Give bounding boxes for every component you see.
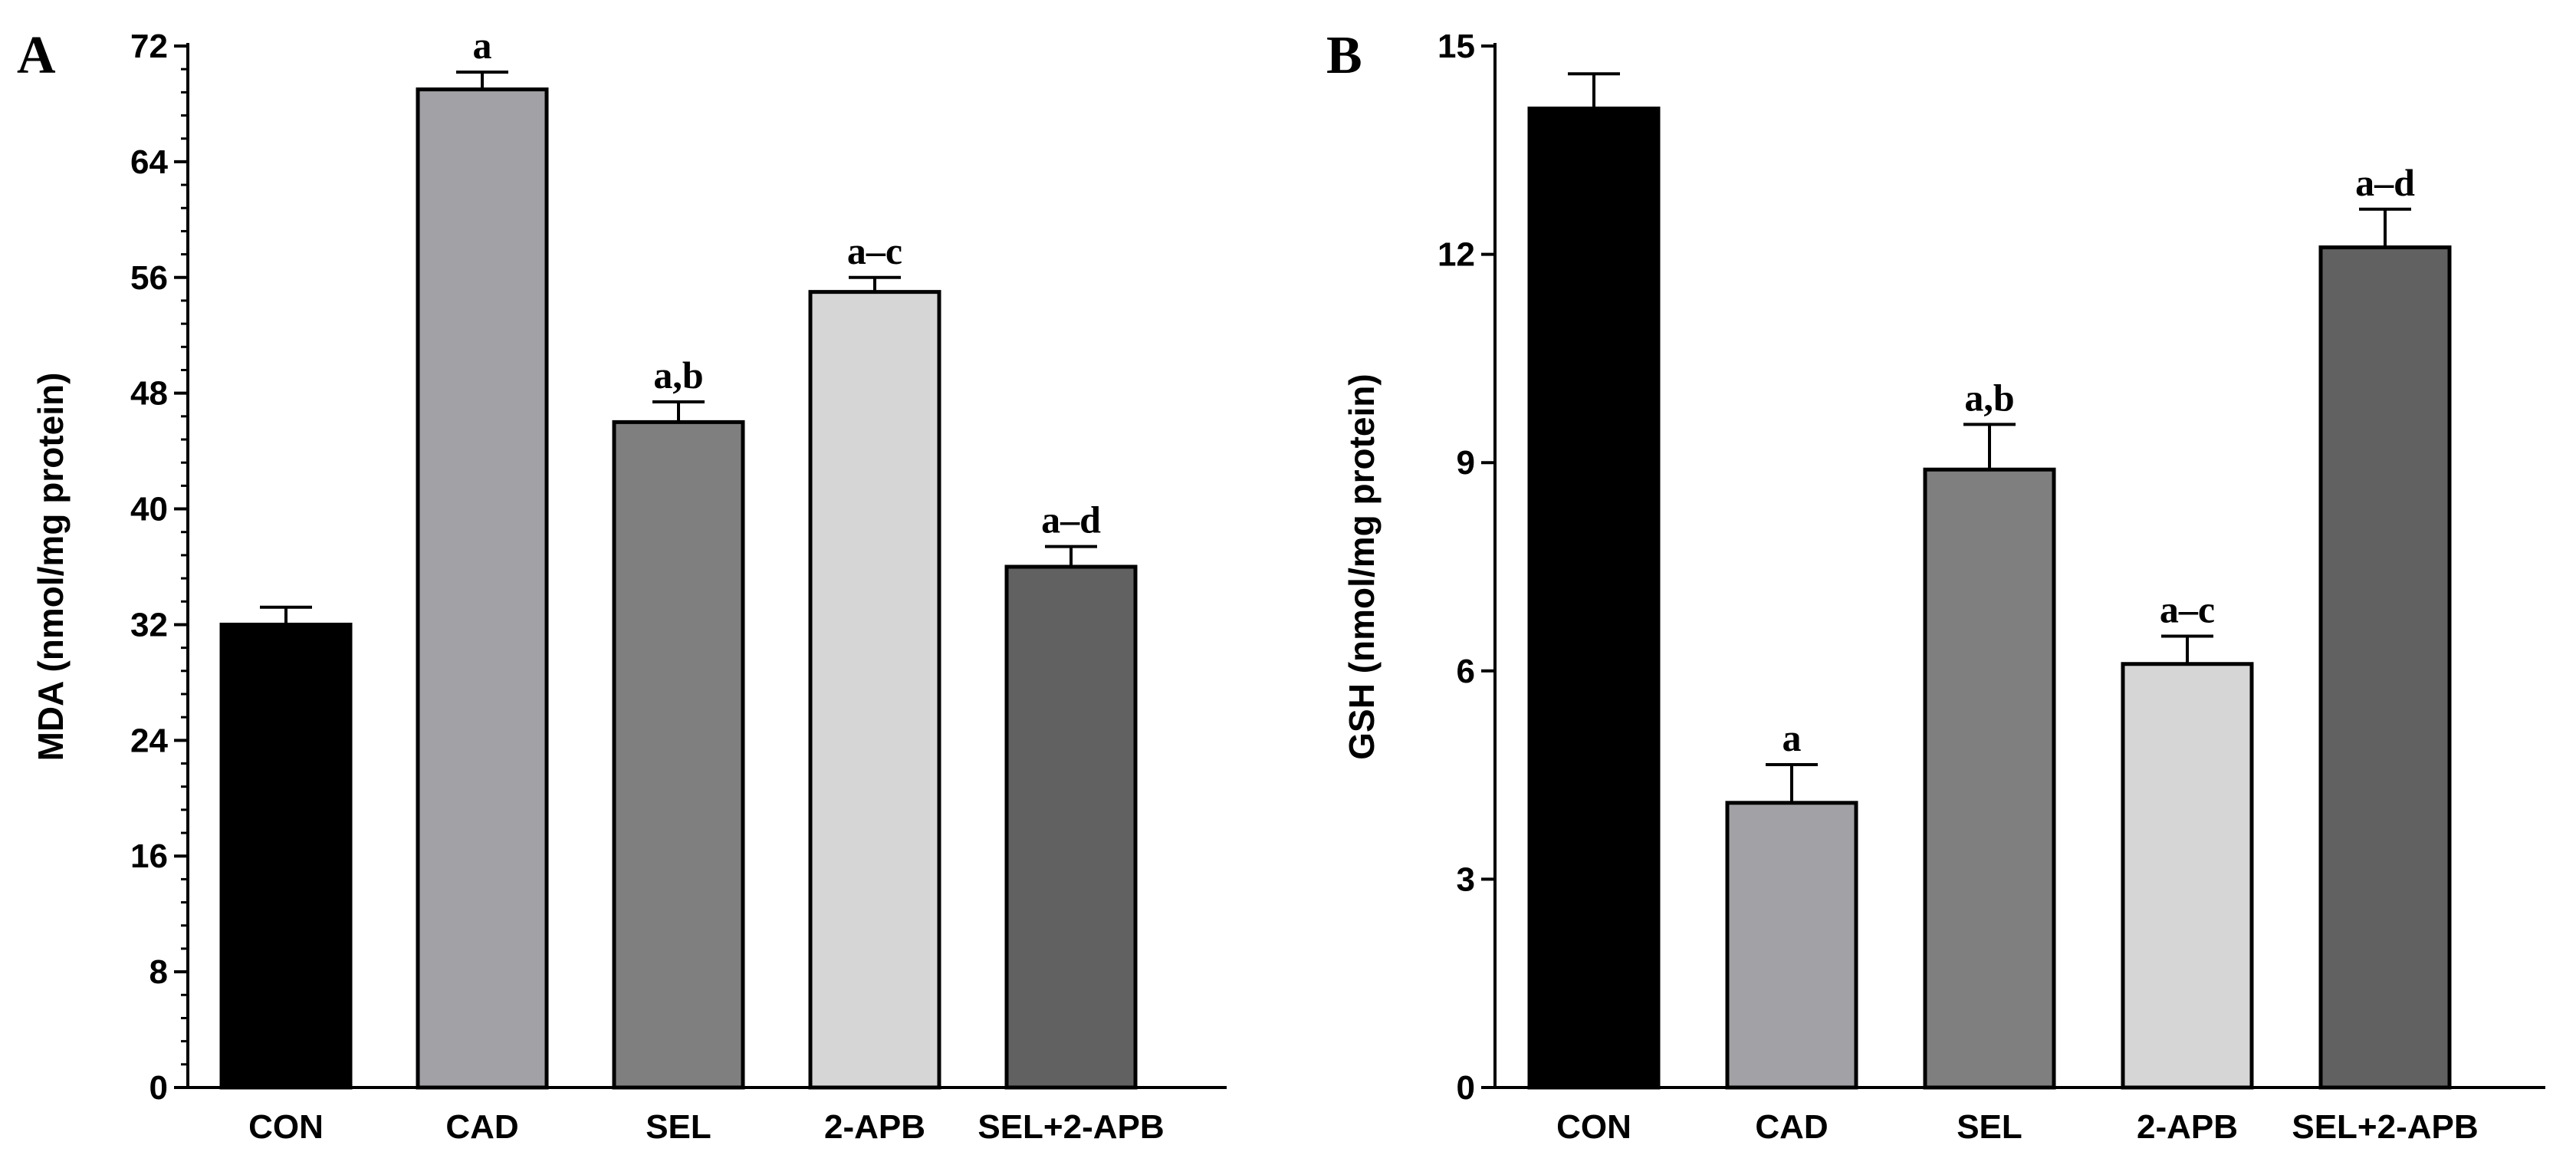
panel-label: A [17, 26, 56, 85]
y-tick-label: 0 [1457, 1069, 1475, 1107]
significance-label: a,b [1964, 376, 2014, 419]
y-axis-title: MDA (nmol/mg protein) [31, 373, 71, 762]
significance-label: a–c [847, 229, 902, 272]
bar-con [1527, 106, 1661, 1090]
significance-label: a,b [653, 354, 703, 397]
significance-label: a [473, 24, 492, 67]
bar-cad [1725, 801, 1858, 1090]
bar-cad [416, 87, 549, 1090]
x-category-label: SEL [646, 1108, 711, 1146]
x-category-label: 2-APB [824, 1108, 925, 1146]
panel-label: B [1326, 26, 1362, 85]
x-category-label: 2-APB [2137, 1108, 2238, 1146]
x-category-label: SEL [1957, 1108, 2022, 1146]
bar-sel [1923, 467, 2056, 1090]
y-tick-label: 32 [130, 606, 168, 643]
y-tick-label: 24 [130, 722, 168, 759]
x-category-label: SEL+2-APB [978, 1108, 1164, 1146]
significance-label: a–d [2355, 161, 2415, 204]
x-category-label: SEL+2-APB [2292, 1108, 2478, 1146]
y-tick-label: 16 [130, 837, 168, 875]
significance-label: a–c [2160, 588, 2215, 631]
y-tick-label: 72 [130, 28, 168, 65]
bar-sel-2-apb [2318, 245, 2452, 1090]
significance-label: a–d [1041, 499, 1101, 541]
x-category-label: CON [1556, 1108, 1631, 1146]
y-tick-label: 12 [1438, 236, 1475, 274]
y-tick-label: 40 [130, 491, 168, 528]
x-category-label: CAD [445, 1108, 518, 1146]
bar-con [219, 622, 353, 1090]
bar-2-apb [2121, 662, 2254, 1090]
y-tick-label: 48 [130, 375, 168, 413]
y-axis-title: GSH (nmol/mg protein) [1342, 373, 1382, 759]
y-tick-label: 15 [1438, 28, 1475, 65]
significance-label: a [1783, 716, 1802, 759]
bar-sel [612, 420, 745, 1090]
x-category-label: CON [248, 1108, 324, 1146]
y-tick-label: 8 [150, 953, 168, 991]
panel-a: A MDA (nmol/mg protein) 0 8 16 24 32 40 48 56 64 72… [17, 24, 1227, 1146]
bar-sel-2-apb [1004, 564, 1138, 1090]
y-tick-label: 56 [130, 259, 168, 297]
y-tick-label: 0 [150, 1069, 168, 1107]
y-tick-label: 6 [1457, 653, 1475, 690]
bar-2-apb [808, 290, 941, 1090]
y-tick-label: 64 [130, 143, 168, 181]
y-tick-label: 3 [1457, 860, 1475, 898]
y-tick-label: 9 [1457, 444, 1475, 482]
x-category-label: CAD [1755, 1108, 1828, 1146]
panel-b: B GSH (nmol/mg protein) 0 3 6 9 12 15 CON a CAD a,b… [1326, 26, 2545, 1146]
